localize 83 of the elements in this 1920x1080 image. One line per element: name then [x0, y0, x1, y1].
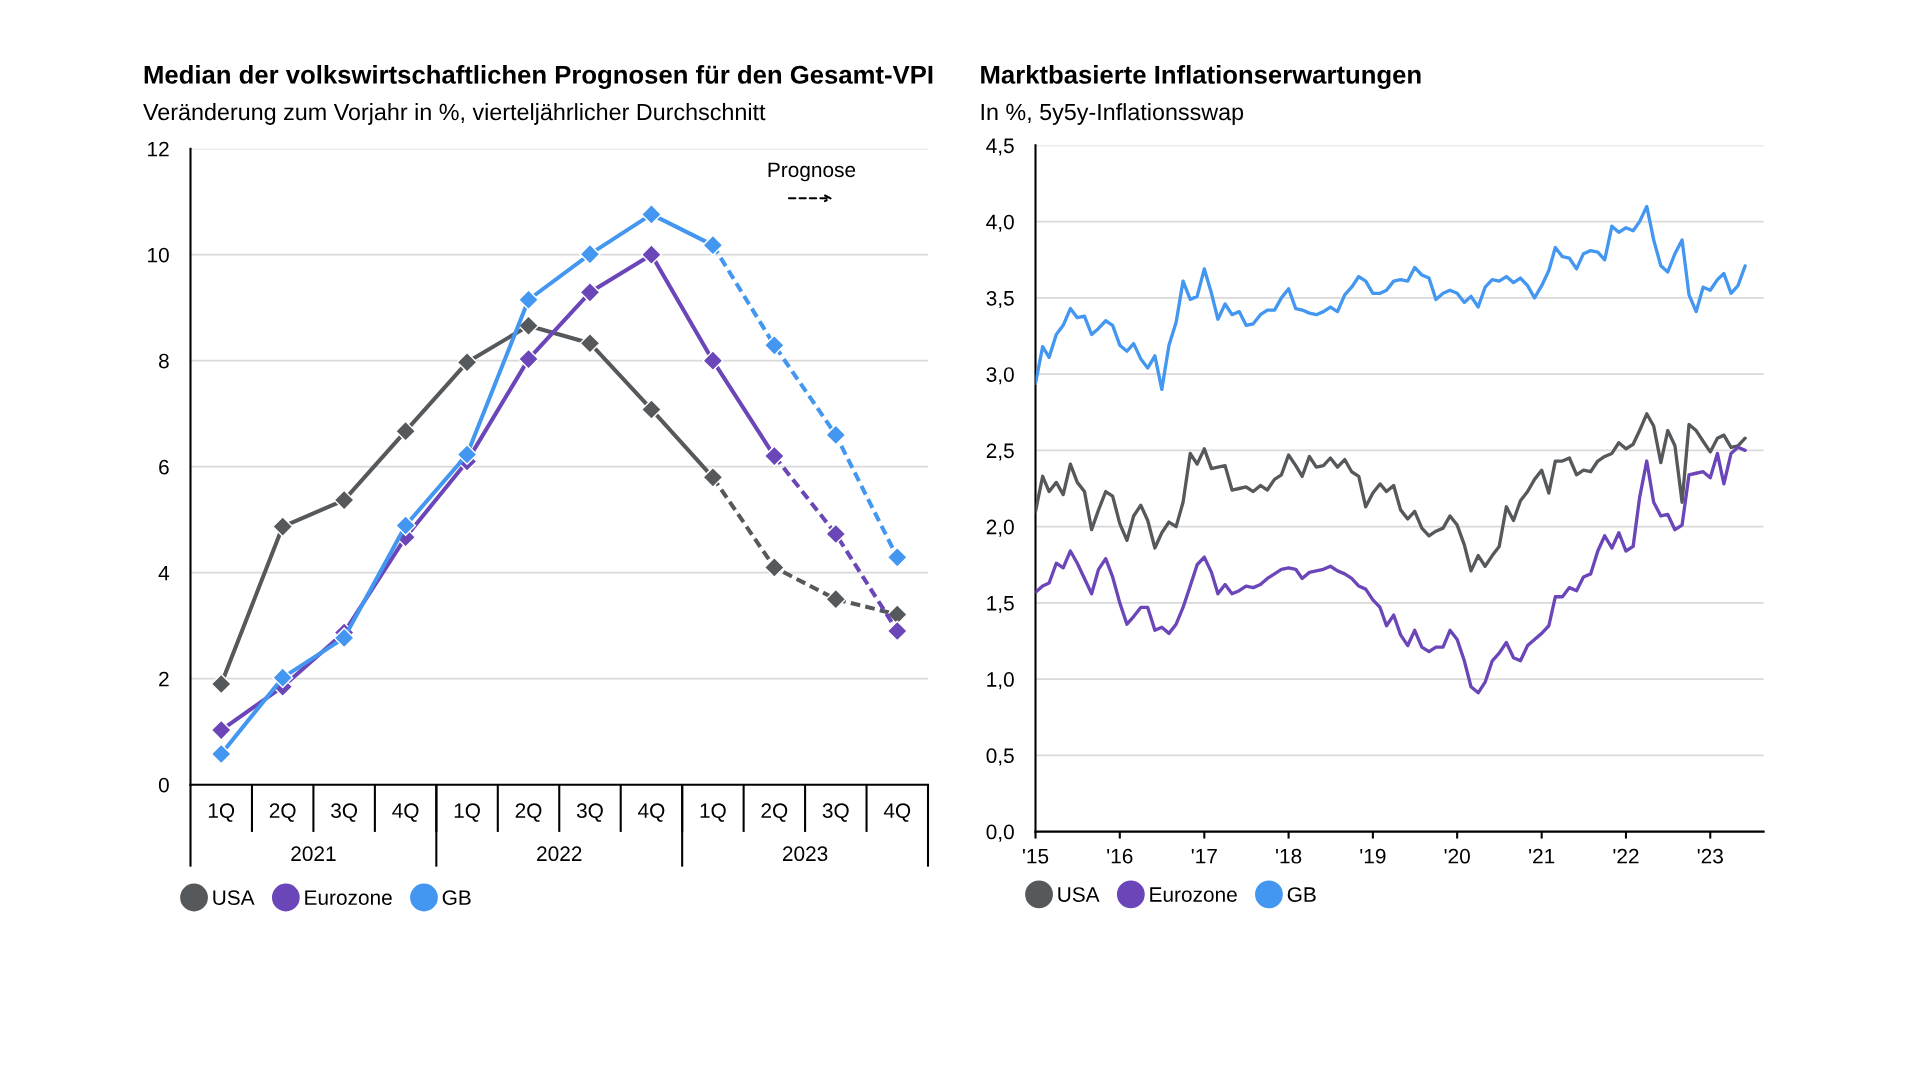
- x-tick-label: '20: [1444, 848, 1470, 864]
- x-tick-label: '22: [1613, 848, 1639, 864]
- x-tick-label: '21: [1529, 848, 1555, 864]
- point: [825, 424, 847, 446]
- x-tick-label: 4Q: [638, 803, 665, 822]
- point: [518, 289, 540, 311]
- line-series: [1035, 445, 1747, 695]
- point: [518, 348, 540, 370]
- point: [763, 334, 785, 356]
- legend-label: USA: [1058, 887, 1100, 902]
- x-tick-label: 1Q: [700, 803, 726, 822]
- text: 2022: [537, 846, 582, 862]
- y-tick-label: 6: [159, 459, 169, 475]
- y-tick-label: 2: [159, 671, 169, 687]
- x-tick-label: 1Q: [454, 803, 480, 822]
- y-tick-label: 10: [148, 247, 169, 263]
- x-tick-label: 4Q: [883, 803, 911, 822]
- y-tick-label: 3,0: [986, 367, 1014, 385]
- legend-label: USA: [213, 890, 255, 905]
- point: [210, 673, 232, 695]
- point: [456, 351, 478, 373]
- point: [272, 667, 294, 689]
- point: [518, 315, 540, 337]
- y-tick-label: 0: [158, 777, 169, 793]
- y-tick-label: 1,5: [987, 596, 1014, 614]
- x-tick-label: '15: [1022, 849, 1049, 864]
- x-tick-label: 3Q: [576, 803, 603, 822]
- text: 2021: [291, 846, 336, 862]
- chart-subtitle: Veränderung zum Vorjahr in %, vierteljährlicher Durchschnitt: [143, 103, 766, 125]
- point: [886, 620, 908, 642]
- point: [272, 516, 294, 538]
- y-tick-label: 0,0: [986, 824, 1014, 842]
- x-tick-label: 3Q: [822, 803, 849, 822]
- point: [640, 244, 662, 266]
- point: [210, 719, 232, 741]
- point: [395, 515, 417, 537]
- point: [825, 523, 847, 545]
- x-tick-label: 2Q: [515, 803, 542, 822]
- legend-label: GB: [1287, 887, 1316, 902]
- y-tick-label: 4,5: [986, 138, 1014, 156]
- y-tick-label: 3,5: [986, 290, 1014, 309]
- point: [333, 627, 355, 649]
- y-tick-label: 2,0: [986, 519, 1014, 537]
- point: [702, 350, 724, 372]
- y-tick-label: 8: [158, 353, 169, 369]
- point: [640, 398, 662, 420]
- y-tick-label: 2,5: [986, 443, 1014, 461]
- y-tick-label: 0,5: [986, 748, 1014, 766]
- point: [763, 556, 785, 578]
- point: [579, 332, 601, 354]
- point: [579, 281, 601, 303]
- x-tick-label: '17: [1191, 849, 1217, 864]
- x-tick-label: 1Q: [208, 803, 235, 822]
- point: [825, 588, 847, 610]
- x-tick-label: 4Q: [392, 803, 419, 822]
- chart-title: Median der volkswirtschaftlichen Prognosen für den Gesamt-VPI: [144, 64, 933, 90]
- point: [886, 546, 908, 568]
- annotation: Prognose: [768, 162, 856, 182]
- y-tick-label: 1,0: [987, 672, 1014, 690]
- x-tick-label: '19: [1360, 848, 1386, 864]
- text: 2023: [782, 846, 828, 862]
- x-tick-label: '23: [1697, 848, 1723, 864]
- point: [333, 489, 355, 511]
- line-series: [1035, 204, 1747, 392]
- line-series: [1035, 412, 1747, 573]
- point: [579, 243, 601, 265]
- x-tick-label: 3Q: [331, 803, 358, 822]
- legend-label: Eurozone: [1150, 887, 1237, 902]
- point: [395, 420, 417, 442]
- chart-subtitle: In %, 5y5y-Inflationsswap: [981, 103, 1244, 125]
- y-tick-label: 12: [148, 141, 169, 157]
- point: [210, 743, 232, 765]
- x-tick-label: 2Q: [761, 803, 788, 822]
- chart-title: Marktbasierte Inflationserwartungen: [981, 64, 1421, 90]
- x-tick-label: '16: [1107, 848, 1133, 864]
- legend-label: GB: [442, 890, 471, 905]
- legend-label: Eurozone: [305, 890, 392, 905]
- x-tick-label: '18: [1276, 848, 1302, 864]
- y-tick-label: 4: [158, 565, 170, 581]
- y-tick-label: 4,0: [986, 214, 1014, 232]
- point: [640, 203, 662, 225]
- point: [456, 443, 478, 466]
- x-tick-label: 2Q: [269, 803, 296, 822]
